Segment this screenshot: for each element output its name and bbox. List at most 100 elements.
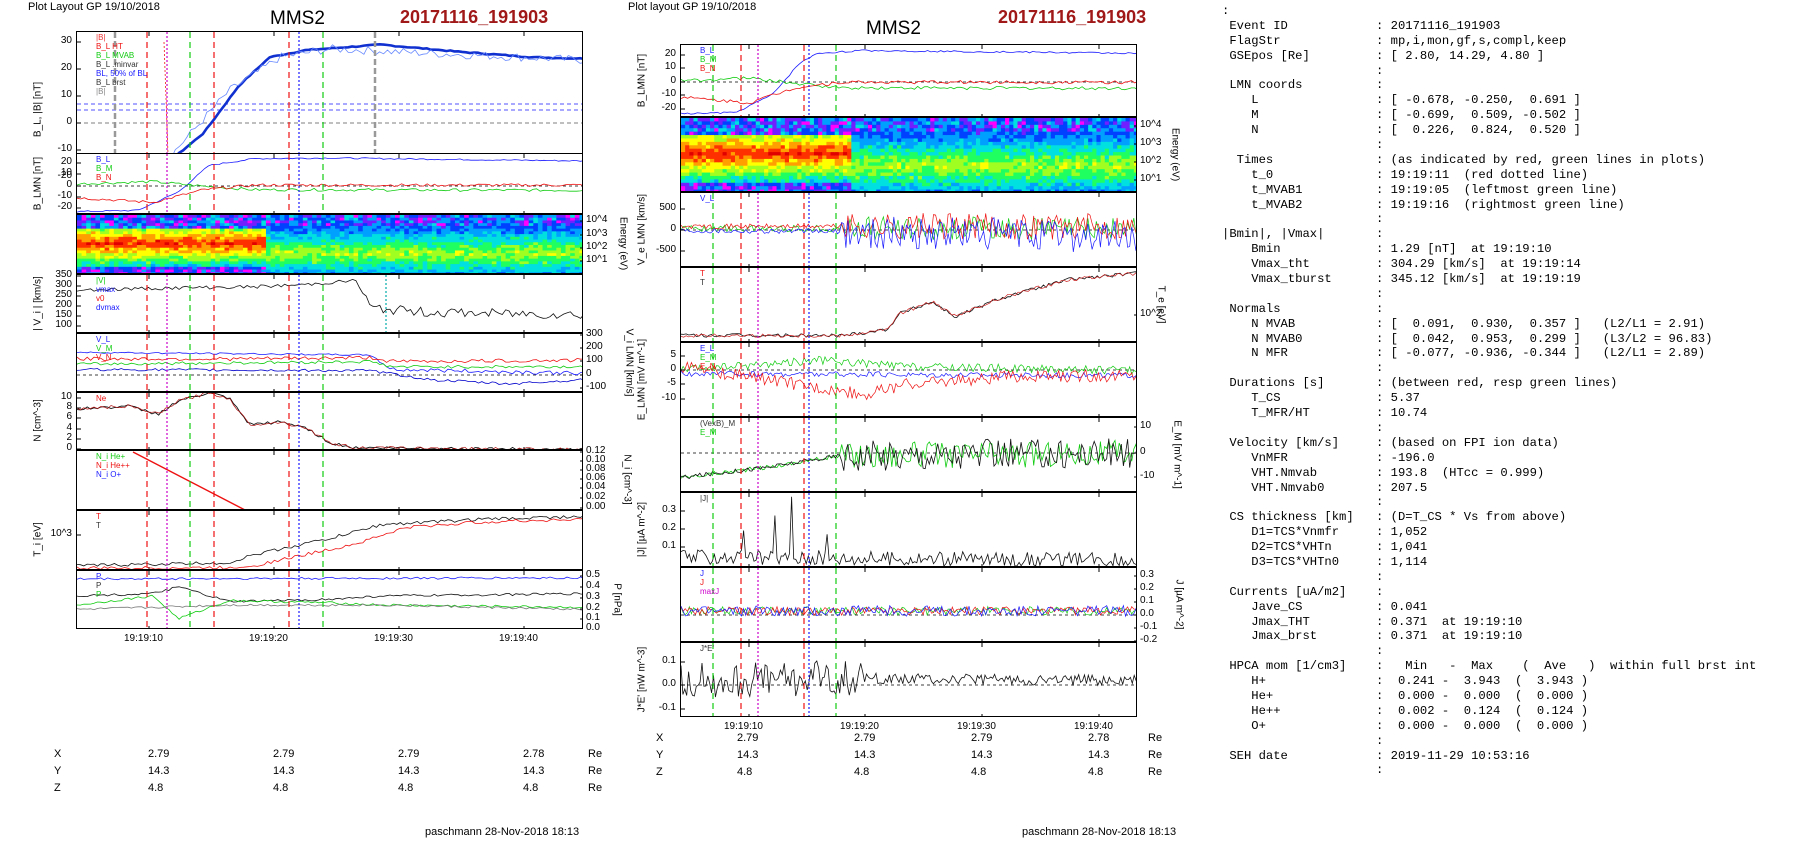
info-row: LMN coords:: [1222, 78, 1756, 93]
info-row: Jmax_brst: 0.371 at 19:19:10: [1222, 629, 1756, 644]
info-value: : 10.74: [1376, 406, 1428, 421]
info-key: Bmin: [1222, 242, 1281, 257]
y-tick-label: 10^2: [586, 241, 608, 252]
info-value: : (as indicated by red, green lines in p…: [1376, 152, 1706, 167]
y-tick-label: 0: [1140, 446, 1146, 457]
info-value: : 304.29 [km/s] at 19:19:14: [1376, 257, 1581, 272]
y-tick-label: 0: [670, 363, 676, 374]
series-te-par: [681, 271, 1136, 338]
panel-j-magnitude: [680, 492, 1137, 567]
panel-ion-energy-spectrogram: [76, 214, 583, 274]
info-value: :: [1376, 286, 1384, 301]
position-value: 14.3: [523, 765, 545, 777]
legend-entry: B_L MVAB: [96, 51, 135, 60]
y-axis-label: P [nPa]: [611, 582, 623, 616]
right-header: Plot layout GP 19/10/2018: [628, 1, 757, 13]
info-value: : 0.371 at 19:19:10: [1376, 614, 1523, 629]
position-value: 4.8: [398, 782, 414, 794]
left-spacecraft: MMS2: [270, 8, 325, 29]
y-tick-label: 5: [670, 349, 676, 360]
legend-entry: N_i He+: [96, 452, 126, 461]
info-value: : 0.000 - 0.000 ( 0.000 ): [1376, 688, 1589, 703]
position-value: 14.3: [854, 749, 876, 761]
position-value: 4.8: [971, 766, 987, 778]
position-value: 2.78: [1088, 732, 1110, 744]
legend-entry: BL, 50% of BL: [96, 69, 148, 78]
info-row: He++: 0.002 - 0.124 ( 0.124 ): [1222, 704, 1756, 719]
legend-entry: E_M: [700, 428, 717, 437]
legend-entry: V_M: [96, 344, 113, 353]
position-value: 14.3: [1088, 749, 1110, 761]
y-tick-label: -10: [661, 88, 676, 99]
y-tick-label: 0.2: [1140, 582, 1154, 593]
info-value: :: [1376, 212, 1384, 227]
position-value: 14.3: [148, 765, 170, 777]
position-unit: Re: [588, 765, 603, 777]
panel-electron-energy-spectrogram: [680, 117, 1137, 192]
legend-entry: J: [700, 578, 704, 587]
time-tick-label: 19:19:20: [840, 721, 879, 732]
info-value: : 20171116_191903: [1376, 18, 1501, 33]
info-row: SEH date: 2019-11-29 10:53:16: [1222, 749, 1756, 764]
left-header: Plot Layout GP 19/10/2018: [28, 1, 160, 13]
info-row: HPCA mom [1/cm3]: Min - Max ( Ave ) with…: [1222, 659, 1756, 674]
info-row: :: [1222, 644, 1756, 659]
y-tick-label: 0: [586, 368, 592, 379]
position-unit: Re: [1148, 749, 1163, 761]
y-tick-label: 10^4: [1140, 119, 1162, 130]
y-tick-label: 0.4: [586, 580, 600, 591]
info-row: He+: 0.000 - 0.000 ( 0.000 ): [1222, 689, 1756, 704]
y-tick-label: 20: [664, 48, 676, 59]
y-tick-label: 0.12: [586, 445, 606, 456]
info-row: Times: (as indicated by red, green lines…: [1222, 153, 1756, 168]
position-value: 4.8: [148, 782, 164, 794]
time-tick-label: 19:19:40: [1074, 721, 1113, 732]
panel-em: [680, 417, 1137, 492]
time-tick-label: 19:19:20: [249, 633, 288, 644]
position-value: 2.79: [854, 732, 876, 744]
y-axis-label: N_i [cm^-3]: [621, 454, 633, 505]
info-key: Durations [s]: [1222, 376, 1325, 391]
y-tick-label: -20: [57, 170, 72, 181]
info-key: |Bmin|, |Vmax|: [1222, 227, 1325, 242]
series-j-n: [681, 605, 1136, 617]
info-row: Durations [s]: (between red, resp green …: [1222, 376, 1756, 391]
y-tick-label: 10^2: [1140, 155, 1162, 166]
info-value: :: [1376, 569, 1384, 584]
y-tick-label: 10: [60, 89, 72, 100]
y-axis-label: B_LMN [nT]: [636, 53, 648, 107]
y-tick-label: 0.5: [586, 569, 600, 580]
position-row-label: Y: [54, 765, 62, 777]
info-row: O+: 0.000 - 0.000 ( 0.000 ): [1222, 719, 1756, 734]
y-tick-label: -0.1: [658, 702, 676, 713]
y-tick-label: -10: [661, 392, 676, 403]
legend-entry: maxJ: [700, 587, 720, 596]
info-row: :: [1222, 495, 1756, 510]
position-unit: Re: [588, 782, 603, 794]
panel-e-lmn: [680, 342, 1137, 417]
info-value: :: [1376, 63, 1384, 78]
info-value: : (D=T_CS * Vs from above): [1376, 510, 1567, 525]
series-v-n: [77, 355, 582, 364]
info-row: :: [1222, 4, 1756, 19]
y-tick-label: 0.3: [662, 504, 676, 515]
y-tick-label: 0.1: [586, 612, 600, 623]
legend-entry: |V|: [96, 276, 106, 285]
series-t-perp: [77, 517, 582, 569]
info-value: :: [1376, 763, 1384, 778]
info-row: T_CS: 5.37: [1222, 391, 1756, 406]
info-value: :: [1376, 495, 1384, 510]
info-row: :: [1222, 763, 1756, 778]
y-tick-label: 10^3: [1140, 137, 1162, 148]
info-row: :: [1222, 64, 1756, 79]
info-value: :: [1376, 78, 1384, 93]
series-b-m: [681, 76, 1136, 91]
position-value: 4.8: [523, 782, 539, 794]
info-key: T_CS: [1222, 391, 1281, 406]
info-key: L: [1222, 93, 1259, 108]
legend-entry: vmax: [96, 285, 116, 294]
legend-entry: T: [96, 512, 101, 521]
y-tick-label: -20: [57, 201, 72, 212]
info-value: : [ -0.678, -0.250, 0.691 ]: [1376, 93, 1581, 108]
position-row-label: Y: [656, 749, 664, 761]
